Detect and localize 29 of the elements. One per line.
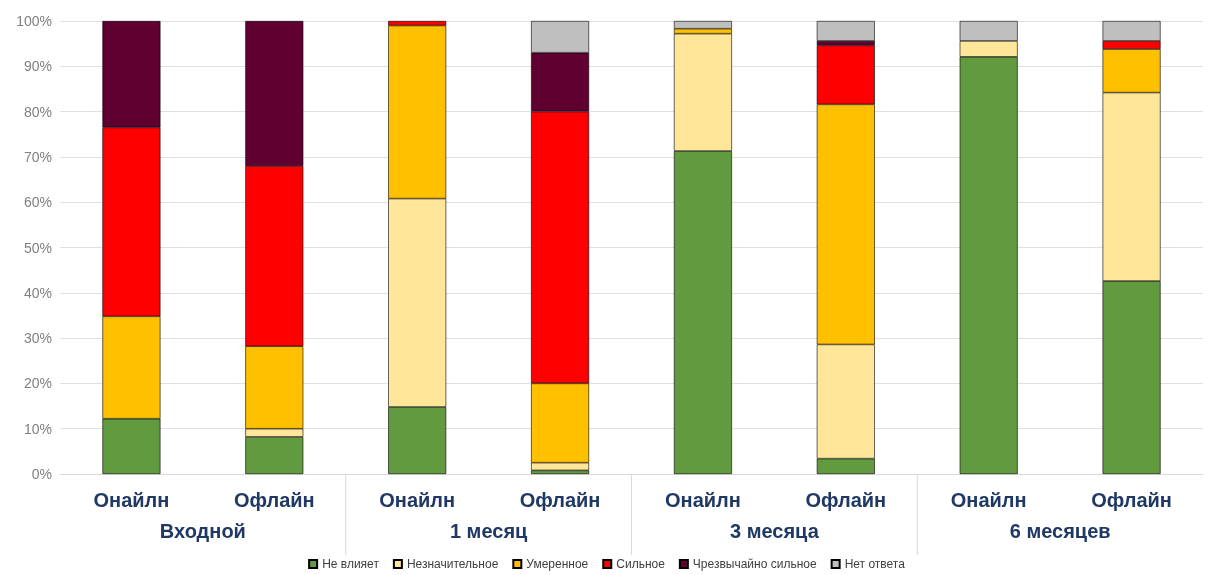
x-tick-label: Онайлн	[379, 489, 456, 511]
x-tick-label: Офлайн	[233, 489, 315, 511]
y-tick-label: 40%	[23, 284, 52, 301]
legend-label: Не влияет	[322, 557, 380, 571]
x-tick-label: Онайлн	[93, 489, 170, 511]
y-tick-label: 80%	[23, 103, 52, 120]
legend-label: Сильное	[616, 557, 666, 571]
text: Входной	[159, 520, 246, 542]
y-tick-label: 30%	[23, 330, 52, 347]
y-tick-label: 0%	[31, 466, 52, 482]
y-tick-label: 50%	[23, 239, 52, 256]
x-tick-label: Офлайн	[805, 489, 887, 511]
y-tick-label: 100%	[16, 13, 52, 29]
x-tick-label: Онайлн	[950, 489, 1027, 511]
text: 6 месяцев	[1009, 520, 1111, 542]
y-tick-label: 60%	[23, 194, 52, 211]
y-tick-label: 70%	[23, 148, 52, 165]
legend-label: Умеренное	[526, 557, 589, 571]
y-tick-label: 90%	[23, 58, 52, 75]
x-tick-label: Офлайн	[1091, 489, 1172, 511]
x-tick-label: Онайлн	[665, 489, 741, 511]
legend-label: Незначительное	[406, 557, 499, 571]
legend-label: Нет ответа	[844, 557, 906, 571]
legend-label: Чрезвычайно сильное	[692, 557, 817, 571]
x-tick-label: Офлайн	[519, 489, 601, 511]
y-tick-label: 20%	[23, 375, 52, 392]
text: 3 месяца	[729, 520, 820, 542]
y-tick-label: 10%	[23, 420, 52, 437]
text: 1 месяц	[449, 520, 529, 542]
